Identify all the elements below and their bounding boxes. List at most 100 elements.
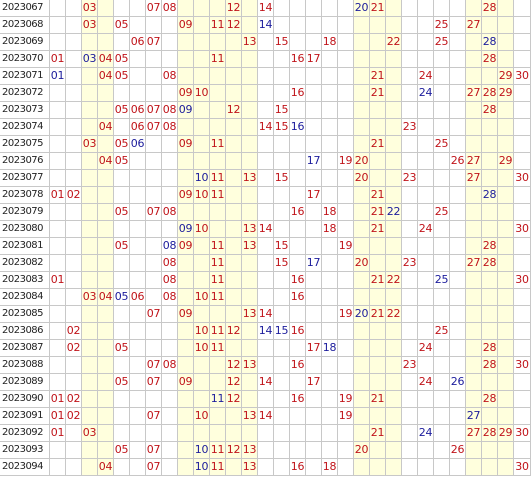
drawn-number: 13 bbox=[242, 238, 258, 255]
empty-cell bbox=[386, 0, 402, 17]
empty-cell bbox=[82, 323, 98, 340]
period-label: 2023083 bbox=[0, 272, 50, 289]
drawn-number: 01 bbox=[50, 68, 66, 85]
empty-cell bbox=[98, 0, 114, 17]
empty-cell bbox=[354, 204, 370, 221]
drawn-number: 25 bbox=[434, 272, 450, 289]
empty-cell bbox=[338, 119, 354, 136]
empty-cell bbox=[258, 272, 274, 289]
empty-cell bbox=[82, 238, 98, 255]
empty-cell bbox=[178, 255, 194, 272]
drawn-number: 01 bbox=[50, 425, 66, 442]
empty-cell bbox=[434, 85, 450, 102]
empty-cell bbox=[98, 255, 114, 272]
empty-cell bbox=[98, 17, 114, 34]
empty-cell bbox=[450, 0, 466, 17]
empty-cell bbox=[322, 102, 338, 119]
drawn-number: 03 bbox=[82, 289, 98, 306]
empty-cell bbox=[322, 408, 338, 425]
empty-cell bbox=[514, 17, 531, 34]
drawn-number: 02 bbox=[66, 340, 82, 357]
empty-cell bbox=[450, 408, 466, 425]
empty-cell bbox=[370, 34, 386, 51]
empty-cell bbox=[434, 306, 450, 323]
drawn-number: 07 bbox=[146, 34, 162, 51]
empty-cell bbox=[290, 238, 306, 255]
empty-cell bbox=[274, 68, 290, 85]
empty-cell bbox=[162, 221, 178, 238]
period-label: 2023075 bbox=[0, 136, 50, 153]
empty-cell bbox=[114, 408, 130, 425]
empty-cell bbox=[418, 442, 434, 459]
empty-cell bbox=[242, 272, 258, 289]
drawn-number: 08 bbox=[162, 255, 178, 272]
empty-cell bbox=[514, 374, 531, 391]
empty-cell bbox=[242, 102, 258, 119]
empty-cell bbox=[178, 357, 194, 374]
empty-cell bbox=[162, 85, 178, 102]
empty-cell bbox=[162, 391, 178, 408]
empty-cell bbox=[82, 391, 98, 408]
empty-cell bbox=[290, 136, 306, 153]
empty-cell bbox=[130, 272, 146, 289]
empty-cell bbox=[434, 153, 450, 170]
empty-cell bbox=[514, 0, 531, 17]
empty-cell bbox=[194, 119, 210, 136]
drawn-number: 07 bbox=[146, 459, 162, 476]
empty-cell bbox=[114, 34, 130, 51]
empty-cell bbox=[498, 204, 514, 221]
empty-cell bbox=[242, 425, 258, 442]
empty-cell bbox=[322, 306, 338, 323]
empty-cell bbox=[98, 442, 114, 459]
drawn-number: 28 bbox=[482, 340, 498, 357]
empty-cell bbox=[402, 340, 418, 357]
empty-cell bbox=[162, 408, 178, 425]
empty-cell bbox=[418, 51, 434, 68]
drawn-number: 23 bbox=[402, 255, 418, 272]
drawn-number: 12 bbox=[226, 357, 242, 374]
drawn-number: 23 bbox=[402, 170, 418, 187]
empty-cell bbox=[226, 289, 242, 306]
drawn-number: 27 bbox=[466, 17, 482, 34]
drawn-number: 05 bbox=[114, 204, 130, 221]
empty-cell bbox=[146, 221, 162, 238]
empty-cell bbox=[306, 68, 322, 85]
empty-cell bbox=[306, 272, 322, 289]
drawn-number: 13 bbox=[242, 408, 258, 425]
drawn-number: 12 bbox=[226, 323, 242, 340]
empty-cell bbox=[242, 0, 258, 17]
drawn-number: 13 bbox=[242, 442, 258, 459]
empty-cell bbox=[274, 17, 290, 34]
drawn-number: 11 bbox=[210, 187, 226, 204]
empty-cell bbox=[210, 34, 226, 51]
drawn-number: 28 bbox=[482, 357, 498, 374]
empty-cell bbox=[98, 204, 114, 221]
drawn-number: 10 bbox=[194, 459, 210, 476]
drawn-number: 07 bbox=[146, 442, 162, 459]
empty-cell bbox=[194, 425, 210, 442]
drawn-number: 02 bbox=[66, 187, 82, 204]
empty-cell bbox=[402, 289, 418, 306]
empty-cell bbox=[210, 85, 226, 102]
empty-cell bbox=[146, 17, 162, 34]
empty-cell bbox=[498, 187, 514, 204]
empty-cell bbox=[370, 357, 386, 374]
empty-cell bbox=[402, 391, 418, 408]
empty-cell bbox=[322, 85, 338, 102]
empty-cell bbox=[482, 136, 498, 153]
period-label: 2023090 bbox=[0, 391, 50, 408]
drawn-number: 18 bbox=[322, 459, 338, 476]
empty-cell bbox=[226, 459, 242, 476]
empty-cell bbox=[450, 357, 466, 374]
drawn-number: 18 bbox=[322, 204, 338, 221]
empty-cell bbox=[226, 136, 242, 153]
empty-cell bbox=[226, 119, 242, 136]
empty-cell bbox=[434, 68, 450, 85]
drawn-number: 21 bbox=[370, 204, 386, 221]
empty-cell bbox=[66, 272, 82, 289]
drawn-number: 28 bbox=[482, 425, 498, 442]
empty-cell bbox=[258, 357, 274, 374]
drawn-number: 24 bbox=[418, 221, 434, 238]
empty-cell bbox=[338, 340, 354, 357]
empty-cell bbox=[50, 170, 66, 187]
